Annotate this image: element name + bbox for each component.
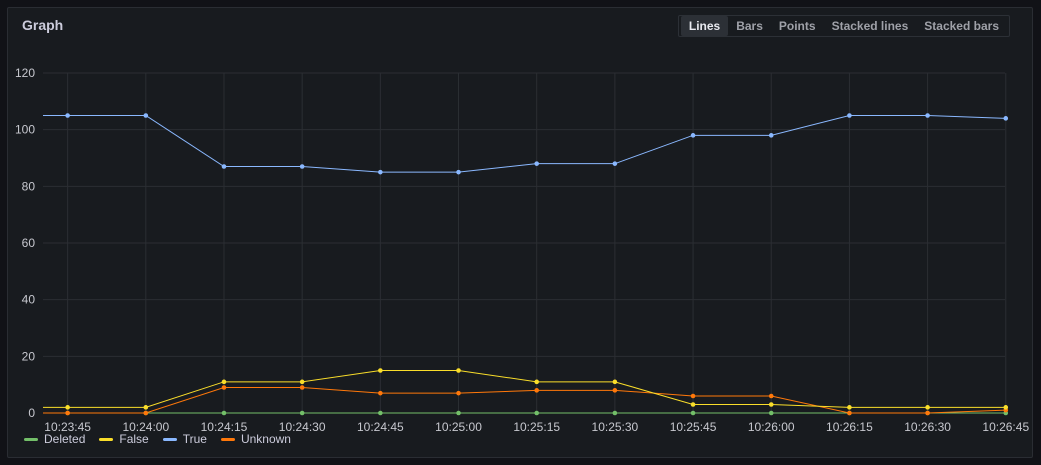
- data-point-true: [221, 164, 227, 169]
- data-point-unknown: [768, 393, 774, 399]
- legend-swatch-unknown: [220, 437, 235, 441]
- data-point-deleted: [456, 410, 461, 416]
- y-tick-label: 0: [28, 406, 35, 420]
- legend-item-unknown[interactable]: Unknown: [220, 432, 291, 446]
- data-point-false: [847, 405, 852, 410]
- legend-label-deleted: Deleted: [44, 432, 86, 446]
- data-point-true: [925, 113, 930, 118]
- legend-item-true[interactable]: True: [162, 432, 207, 446]
- x-tick-label: 10:24:30: [279, 420, 326, 434]
- x-tick-label: 10:24:00: [122, 420, 169, 434]
- series-line-true: [43, 115, 1006, 173]
- y-tick-label: 20: [22, 349, 36, 363]
- data-point-unknown: [143, 410, 149, 416]
- y-tick-label: 100: [15, 123, 35, 137]
- data-point-false: [1003, 405, 1009, 410]
- legend-label-false: False: [119, 432, 149, 446]
- data-point-deleted: [534, 410, 539, 416]
- x-tick-label: 10:26:15: [826, 420, 873, 434]
- data-point-deleted: [221, 410, 227, 416]
- graph-panel: Graph Lines Bars Points Stacked lines St…: [7, 7, 1033, 458]
- data-point-unknown: [534, 388, 539, 393]
- legend-swatch-deleted: [24, 437, 38, 441]
- data-point-deleted: [378, 410, 383, 416]
- view-lines-button[interactable]: Lines: [680, 16, 729, 36]
- data-point-false: [768, 402, 774, 407]
- data-point-unknown: [690, 393, 696, 399]
- data-point-false: [143, 405, 149, 410]
- x-tick-label: 10:25:15: [513, 420, 560, 434]
- x-tick-label: 10:25:45: [670, 420, 717, 434]
- x-tick-label: 10:26:30: [904, 420, 951, 434]
- view-stacked-lines-button[interactable]: Stacked lines: [831, 19, 909, 33]
- data-point-unknown: [65, 410, 70, 416]
- data-point-unknown: [925, 410, 930, 416]
- panel-title: Graph: [22, 17, 64, 33]
- legend-item-false[interactable]: False: [99, 432, 149, 446]
- data-point-false: [534, 379, 539, 385]
- data-point-false: [221, 379, 227, 385]
- y-tick-label: 60: [22, 236, 36, 250]
- x-tick-label: 10:24:45: [357, 420, 404, 434]
- x-tick-label: 10:25:00: [435, 420, 482, 434]
- x-tick-label: 10:26:00: [748, 420, 795, 434]
- data-point-true: [612, 161, 618, 166]
- data-point-true: [690, 133, 696, 138]
- data-point-true: [378, 169, 383, 175]
- legend-swatch-false: [99, 437, 114, 441]
- x-tick-label: 10:23:45: [44, 420, 91, 434]
- legend-label-true: True: [182, 432, 207, 446]
- legend-swatch-true: [162, 437, 177, 441]
- data-point-deleted: [768, 410, 774, 416]
- legend-label-unknown: Unknown: [240, 432, 291, 446]
- data-point-deleted: [690, 410, 696, 416]
- data-point-true: [768, 133, 774, 138]
- data-point-unknown: [378, 390, 383, 396]
- data-point-false: [612, 379, 618, 385]
- view-stacked-bars-button[interactable]: Stacked bars: [924, 19, 999, 33]
- data-point-unknown: [847, 410, 852, 416]
- y-tick-label: 80: [22, 179, 36, 193]
- data-point-unknown: [612, 388, 618, 393]
- data-point-unknown: [299, 385, 305, 390]
- view-points-button[interactable]: Points: [778, 19, 816, 33]
- data-point-true: [65, 113, 70, 118]
- data-point-true: [847, 113, 852, 118]
- view-switcher: Lines Bars Points Stacked lines Stacked …: [677, 15, 1010, 37]
- x-tick-label: 10:25:30: [592, 420, 639, 434]
- data-point-true: [299, 164, 305, 169]
- data-point-deleted: [299, 410, 305, 416]
- data-point-false: [299, 379, 305, 385]
- data-point-deleted: [612, 410, 618, 416]
- data-point-false: [925, 405, 930, 410]
- legend-item-deleted[interactable]: Deleted: [24, 432, 85, 446]
- view-bars-button[interactable]: Bars: [736, 19, 763, 33]
- series-line-false: [43, 370, 1006, 408]
- data-point-false: [690, 402, 696, 407]
- data-point-true: [456, 169, 461, 175]
- series-line-unknown: [43, 387, 1006, 414]
- y-tick-label: 120: [15, 66, 35, 80]
- x-tick-label: 10:26:45: [982, 420, 1029, 434]
- data-point-false: [65, 405, 70, 410]
- y-tick-label: 40: [22, 293, 36, 307]
- data-point-false: [456, 368, 461, 373]
- data-point-true: [143, 113, 149, 118]
- data-point-true: [534, 161, 539, 166]
- data-point-true: [1003, 116, 1009, 121]
- data-point-unknown: [221, 385, 227, 390]
- legend: Deleted False True Unknown: [24, 432, 291, 446]
- x-tick-label: 10:24:15: [201, 420, 248, 434]
- data-point-unknown: [456, 390, 461, 396]
- data-point-false: [378, 368, 383, 373]
